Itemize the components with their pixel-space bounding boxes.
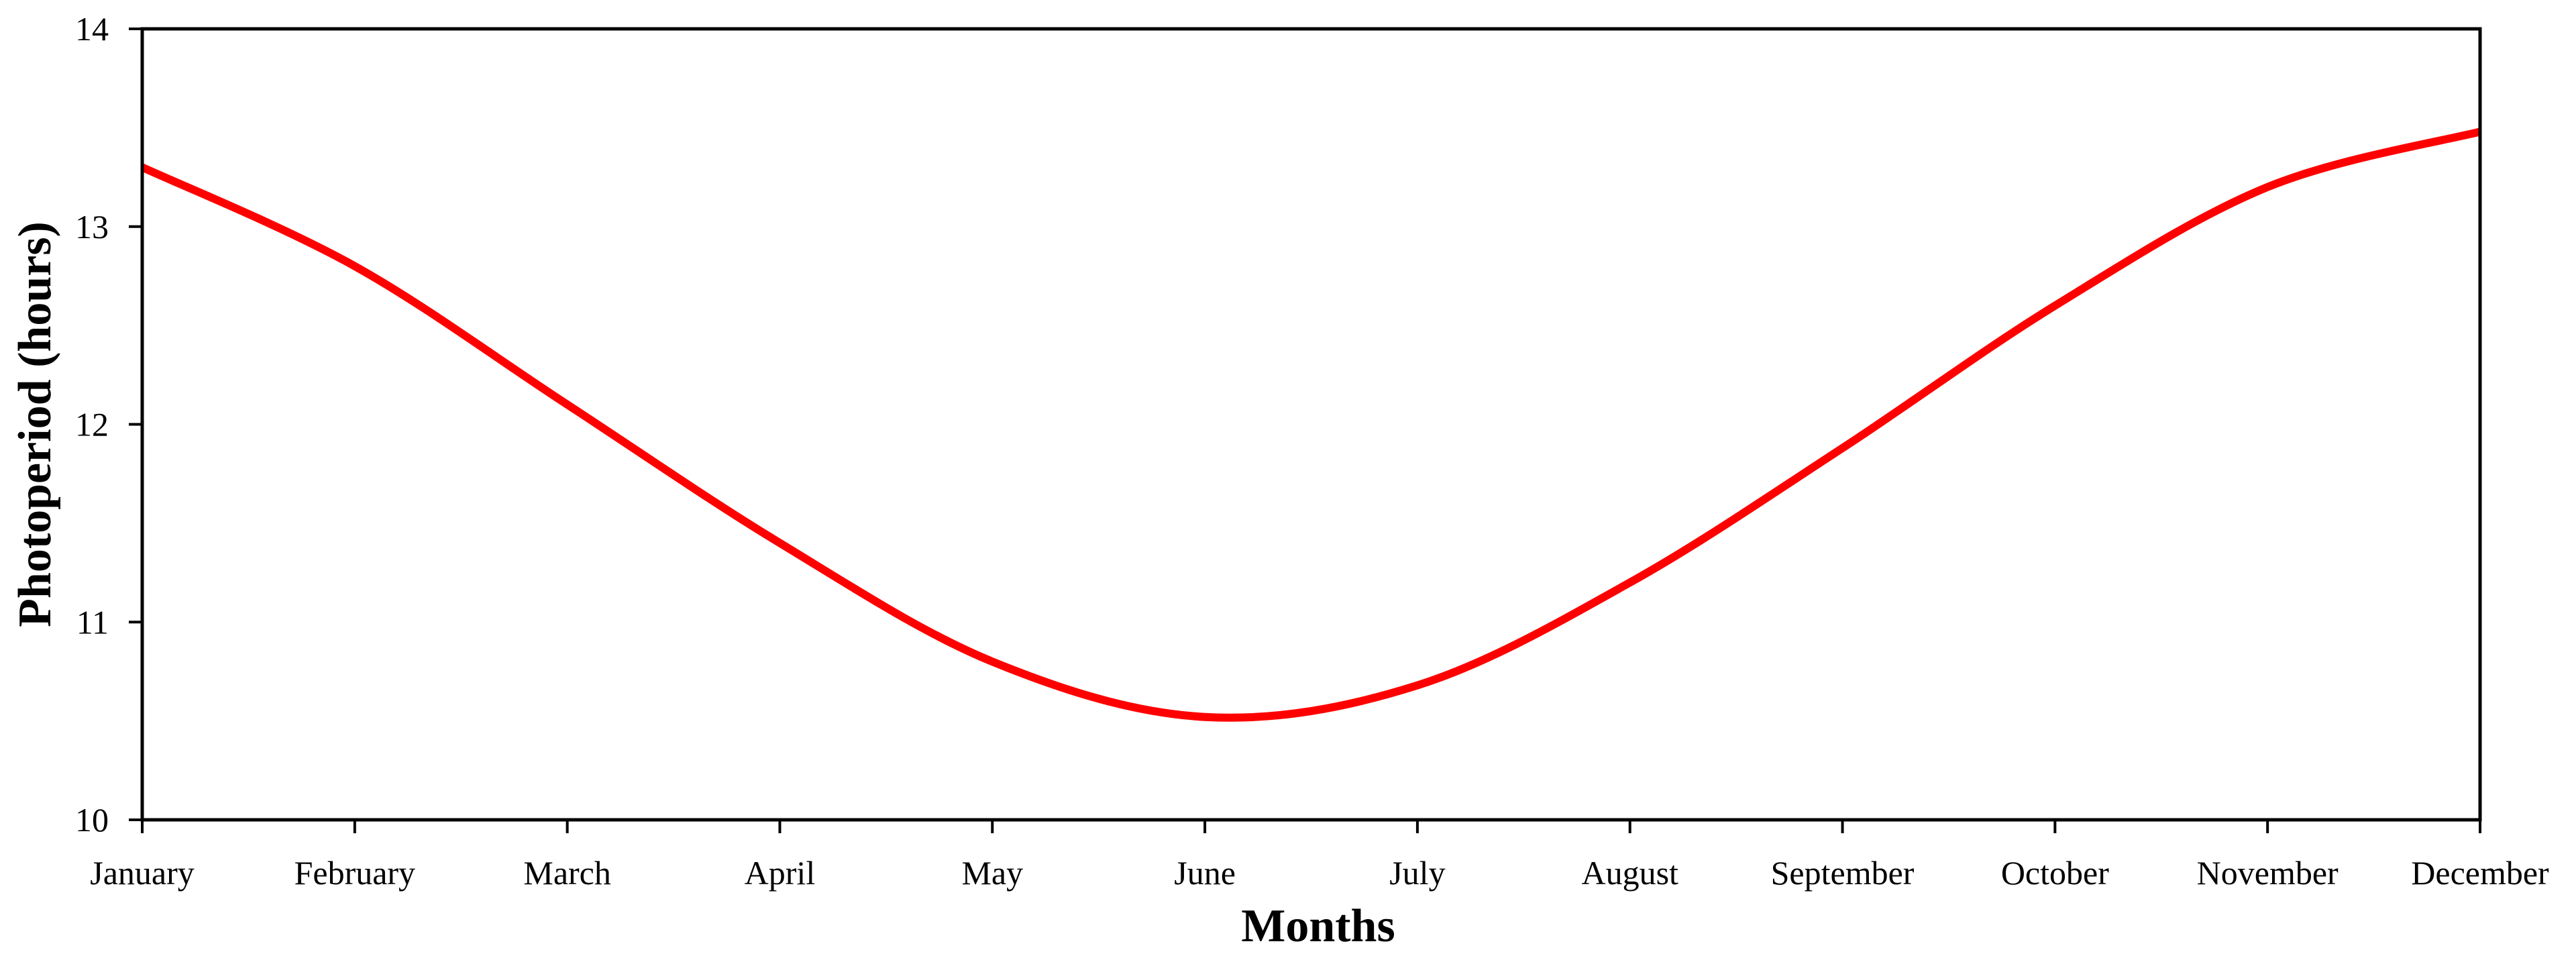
- y-axis-ticks: 10 11 12 13 14: [75, 10, 142, 839]
- y-tick-label: 11: [76, 603, 109, 641]
- x-tick-label: January: [90, 854, 195, 892]
- x-tick-label: August: [1581, 854, 1678, 892]
- y-tick-label: 14: [75, 10, 109, 48]
- x-axis-title: Months: [1241, 900, 1395, 952]
- x-tick-label: December: [2411, 854, 2549, 892]
- series-layer: [140, 127, 2481, 722]
- x-tick-label: November: [2197, 854, 2339, 892]
- y-tick-label: 13: [75, 208, 109, 246]
- x-tick-label: October: [2001, 854, 2109, 892]
- x-tick-label: April: [745, 854, 816, 892]
- x-tick-label: February: [294, 854, 416, 892]
- x-tick-label: July: [1389, 854, 1445, 892]
- y-axis-title: Photoperiod (hours): [9, 221, 61, 627]
- x-axis-ticks: January February March April May June July Augu…: [90, 820, 2549, 892]
- series-line-0: [140, 127, 2481, 722]
- x-tick-label: March: [523, 854, 611, 892]
- y-tick-label: 10: [75, 801, 109, 839]
- x-tick-label: May: [961, 854, 1023, 892]
- x-tick-label: September: [1771, 854, 1915, 892]
- y-tick-label: 12: [75, 406, 109, 443]
- x-tick-label: June: [1174, 854, 1236, 892]
